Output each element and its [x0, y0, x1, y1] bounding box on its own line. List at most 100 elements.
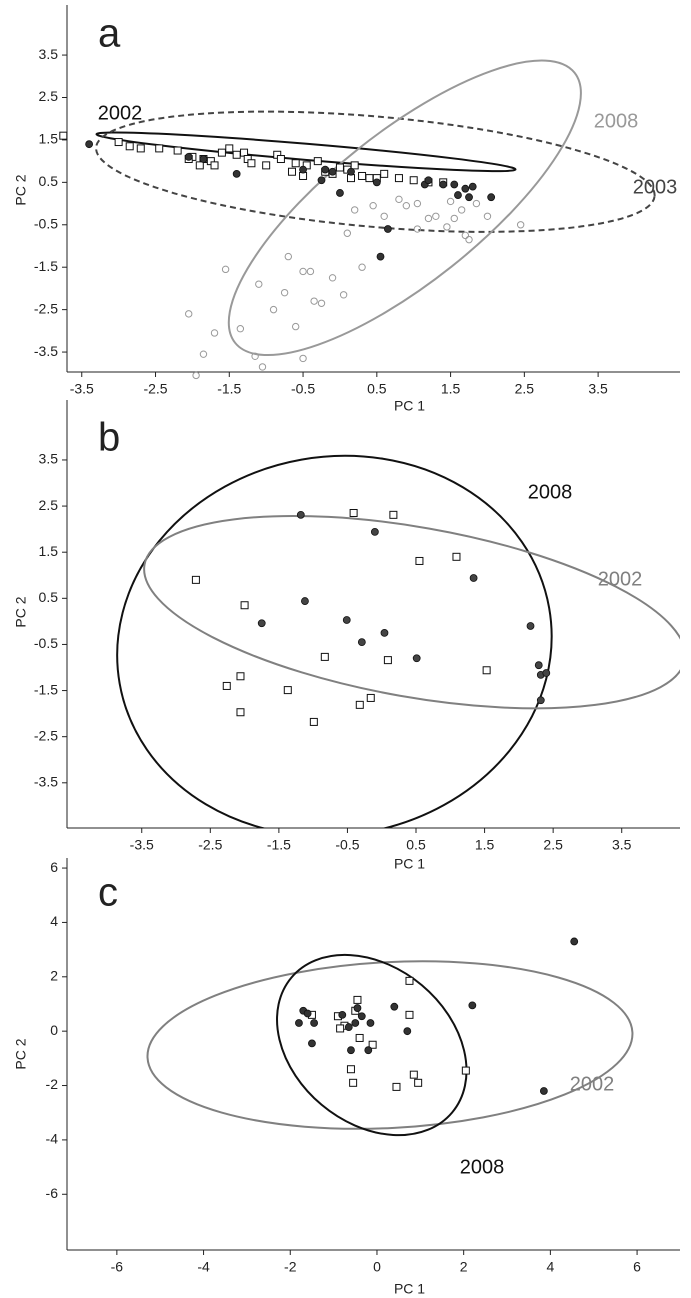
y-tick-label: -0.5	[34, 215, 58, 231]
y-tick-label: 1.5	[39, 131, 59, 147]
point	[155, 144, 164, 153]
point	[414, 1078, 423, 1087]
region-outline	[227, 59, 582, 357]
point	[443, 223, 451, 231]
point	[457, 206, 466, 214]
point	[347, 1046, 355, 1055]
x-tick-label: -2.5	[198, 837, 222, 853]
panel-letter: c	[98, 871, 118, 915]
point	[336, 189, 344, 197]
point	[461, 184, 470, 193]
point	[432, 212, 440, 220]
regions	[146, 953, 634, 1137]
region-outline	[143, 514, 680, 710]
point	[338, 1010, 347, 1019]
point	[450, 180, 459, 189]
point	[310, 1019, 319, 1027]
regions	[95, 59, 656, 357]
point	[357, 1012, 366, 1021]
x-tick-label: -3.5	[130, 837, 154, 853]
point	[392, 1082, 401, 1091]
point	[301, 597, 309, 605]
y-axis-title: PC 2	[13, 1038, 29, 1069]
point	[468, 1001, 477, 1010]
point	[255, 280, 263, 288]
point	[199, 350, 208, 358]
y-tick-label: -2.5	[34, 727, 58, 743]
point	[309, 717, 318, 726]
x-axis-title: PC 1	[394, 856, 425, 872]
point	[320, 652, 329, 661]
point	[295, 1019, 303, 1027]
y-tick-label: -3.5	[34, 343, 58, 359]
y-tick-label: 1.5	[39, 543, 59, 559]
point	[350, 161, 359, 170]
point	[328, 274, 337, 282]
panel-letter: a	[98, 12, 121, 56]
point	[389, 510, 398, 519]
y-tick-label: 2.5	[39, 497, 59, 513]
point	[402, 201, 411, 210]
point	[376, 252, 385, 261]
point	[364, 1046, 373, 1055]
point	[424, 176, 433, 185]
point	[195, 161, 204, 170]
point	[349, 508, 358, 517]
point	[342, 616, 351, 624]
x-tick-label: 2.5	[543, 837, 563, 853]
point	[321, 165, 330, 174]
x-tick-label: 0.5	[406, 837, 426, 853]
point	[383, 656, 392, 665]
point	[287, 167, 296, 176]
x-tick-label: 2.5	[515, 381, 535, 397]
point	[236, 672, 245, 681]
point	[383, 225, 392, 233]
y-axis-title: PC 2	[13, 174, 29, 205]
y-tick-label: -2	[46, 1076, 59, 1092]
y-tick-label: -2.5	[34, 300, 58, 316]
y-tick-label: -3.5	[34, 774, 58, 790]
point	[299, 354, 307, 363]
point	[372, 178, 381, 187]
point	[317, 299, 326, 307]
point	[185, 310, 193, 318]
region-label: 2008	[594, 110, 639, 132]
point	[534, 661, 543, 670]
point	[353, 1004, 362, 1012]
point	[366, 1019, 375, 1027]
region-outline	[276, 953, 468, 1137]
point	[269, 305, 278, 314]
point	[276, 155, 285, 164]
point	[469, 574, 478, 582]
y-tick-label: 0.5	[39, 173, 59, 189]
region-outline	[95, 110, 656, 233]
point	[380, 212, 388, 220]
point	[240, 601, 249, 610]
point	[424, 214, 433, 223]
point	[380, 169, 389, 178]
point	[468, 182, 477, 191]
point	[317, 176, 326, 185]
point	[412, 654, 421, 663]
point	[85, 140, 94, 149]
x-tick-label: -6	[111, 1259, 124, 1275]
point	[482, 666, 491, 675]
point	[310, 297, 318, 305]
point	[173, 146, 182, 155]
point	[446, 197, 455, 206]
x-axis-title: PC 1	[394, 1281, 425, 1297]
point	[258, 363, 267, 371]
point	[136, 144, 145, 153]
point	[328, 167, 337, 176]
point	[472, 199, 481, 208]
x-tick-label: -3.5	[70, 381, 94, 397]
y-tick-label: -0.5	[34, 635, 58, 651]
y-tick-label: 3.5	[39, 46, 59, 62]
point	[306, 267, 315, 276]
point	[403, 1027, 412, 1036]
y-tick-label: 3.5	[39, 451, 59, 467]
point	[439, 180, 448, 189]
point	[343, 229, 352, 237]
point	[536, 696, 545, 705]
point	[409, 1070, 418, 1079]
